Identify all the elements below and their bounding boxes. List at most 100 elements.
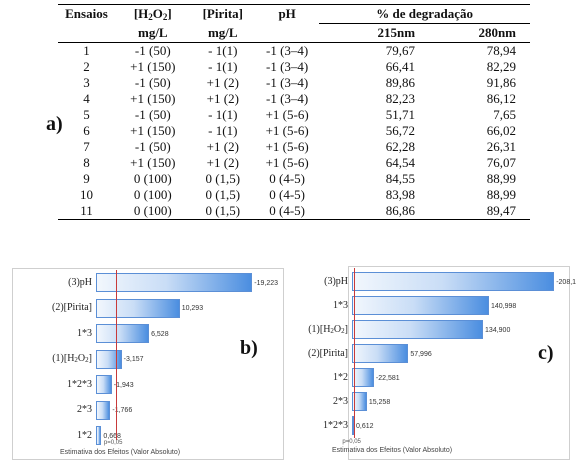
cell-280nm: 26,31 — [486, 139, 516, 154]
significance-label: p=0,05 — [103, 440, 123, 446]
cell-ensaio: 4 — [83, 91, 90, 106]
cell-ph: -1 (3–4) — [265, 91, 309, 106]
bar-category-label: (2)[Pirita] — [52, 302, 92, 313]
cell-280nm: 86,12 — [486, 91, 516, 106]
cell-h2o2: 0 (100) — [114, 203, 191, 220]
cell-pirita: - 1(1) — [208, 123, 238, 138]
bar-value-label: -208,156 — [556, 278, 576, 286]
bar-category-label: 2*3 — [77, 404, 92, 415]
table-row: 4 +1 (150) +1 (2) -1 (3–4) 82,23 86,12 — [58, 91, 530, 107]
cell-ph: +1 (5-6) — [265, 139, 309, 154]
cell-215nm: 51,71 — [385, 107, 416, 122]
table-row: 2 +1 (150) - 1(1) -1 (3–4) 66,41 82,29 — [58, 59, 530, 75]
cell-pirita: 0 (1,5) — [190, 203, 255, 220]
cell-pirita: - 1(1) — [208, 43, 238, 58]
cell-ensaio: 10 — [79, 187, 93, 202]
bar-category-label: 1*2 — [333, 371, 348, 383]
cell-ph: +1 (5-6) — [265, 155, 309, 170]
cell-215nm: 86,86 — [319, 203, 438, 220]
bar-category-label: 1*3 — [333, 299, 348, 311]
bar-value-label: 134,900 — [485, 326, 511, 334]
cell-ensaio: 9 — [83, 171, 90, 186]
bar-value-label: 0,612 — [356, 422, 374, 430]
effect-bar — [352, 320, 484, 339]
bar-value-label: 0,668 — [103, 432, 121, 440]
pareto-chart-c: c) (3)pH -208,156 1*3 140,998 (1)[H2O2] 134,9… — [292, 262, 576, 469]
cell-ph: -1 (3–4) — [265, 43, 309, 58]
cell-215nm: 62,28 — [385, 139, 416, 154]
table-row: 11 0 (100) 0 (1,5) 0 (4-5) 86,86 89,47 — [58, 203, 530, 220]
table-row: 9 0 (100) 0 (1,5) 0 (4-5) 84,55 88,99 — [58, 171, 530, 187]
bar-value-label: 10,293 — [181, 305, 204, 312]
cell-215nm: 66,41 — [385, 59, 416, 74]
significance-line — [115, 270, 117, 440]
header-unit-h2o2: mg/L — [114, 23, 191, 43]
cell-ensaio: 8 — [83, 155, 90, 170]
table-row: 3 -1 (50) +1 (2) -1 (3–4) 89,86 91,86 — [58, 75, 530, 91]
effect-bar — [352, 272, 555, 291]
table-row: 5 -1 (50) - 1(1) +1 (5-6) 51,71 7,65 — [58, 107, 530, 123]
cell-h2o2: -1 (50) — [134, 75, 171, 90]
cell-215nm: 82,23 — [385, 91, 416, 106]
cell-ensaio: 3 — [83, 75, 90, 90]
cell-ensaio: 2 — [83, 59, 90, 74]
table-row: 7 -1 (50) +1 (2) +1 (5-6) 62,28 26,31 — [58, 139, 530, 155]
cell-ensaio: 7 — [83, 139, 90, 154]
panel-b-label: b) — [240, 337, 258, 359]
cell-pirita: +1 (2) — [206, 155, 239, 170]
cell-h2o2: -1 (50) — [134, 43, 171, 58]
bar-value-label: -1,766 — [112, 407, 133, 414]
cell-ensaio: 1 — [83, 43, 90, 58]
effect-bar — [352, 392, 367, 411]
cell-pirita: +1 (2) — [206, 139, 239, 154]
bar-category-label: 2*3 — [333, 395, 348, 407]
bar-value-label: 140,998 — [490, 302, 517, 310]
effect-bar — [96, 273, 253, 292]
effect-bar — [96, 400, 111, 420]
header-degradacao: % de degradação — [319, 4, 530, 24]
effect-bar — [96, 324, 150, 343]
cell-280nm: 66,02 — [486, 123, 516, 138]
cell-pirita: +1 (2) — [206, 75, 239, 90]
cell-ensaio: 5 — [83, 107, 90, 122]
header-ph: pH — [278, 6, 296, 22]
cell-pirita: - 1(1) — [208, 59, 238, 74]
cell-h2o2: +1 (150) — [130, 91, 176, 106]
header-h2o2: [H2O2] — [133, 6, 172, 23]
header-215nm: 215nm — [319, 23, 438, 43]
bar-category-label: 1*2 — [77, 429, 92, 441]
bar-value-label: 57,996 — [410, 350, 432, 358]
bar-category-label: (3)pH — [324, 275, 348, 287]
x-axis-title: Estimativa dos Efeitos (Valor Absoluto) — [332, 447, 453, 454]
cell-215nm: 84,55 — [385, 171, 416, 186]
effect-bar — [352, 368, 374, 387]
cell-280nm: 78,94 — [486, 43, 516, 58]
bar-value-label: -3,157 — [123, 356, 144, 363]
cell-h2o2: -1 (50) — [134, 107, 171, 122]
significance-label: p=0,05 — [342, 439, 361, 445]
cell-215nm: 89,86 — [385, 75, 416, 90]
header-280nm: 280nm — [437, 23, 530, 43]
cell-280nm: 76,07 — [486, 155, 516, 170]
table-body: 1 -1 (50) - 1(1) -1 (3–4) 79,67 78,94 2 +1 (150… — [58, 43, 530, 220]
table-row: 6 +1 (150) - 1(1) +1 (5-6) 56,72 66,02 — [58, 123, 530, 139]
experiment-design-table: Ensaios [H2O2] [Pirita] pH % de degradaç… — [58, 4, 530, 220]
bar-category-label: (1)[H2O2] — [52, 353, 92, 364]
effect-bar — [352, 344, 409, 363]
effect-bar — [96, 426, 102, 445]
table-row: 1 -1 (50) - 1(1) -1 (3–4) 79,67 78,94 — [58, 43, 530, 60]
cell-pirita: +1 (2) — [206, 91, 239, 106]
effect-bar — [96, 375, 112, 394]
bar-value-label: -22,581 — [375, 374, 400, 382]
cell-h2o2: +1 (150) — [130, 59, 176, 74]
bar-value-label: 15,258 — [368, 398, 391, 406]
cell-ensaio: 6 — [83, 123, 90, 138]
effect-bar — [352, 296, 489, 315]
cell-h2o2: 0 (100) — [133, 171, 172, 186]
cell-h2o2: -1 (50) — [134, 139, 171, 154]
bar-category-label: 1*2*3 — [67, 378, 92, 390]
table-row: 10 0 (100) 0 (1,5) 0 (4-5) 83,98 88,99 — [58, 187, 530, 203]
effect-bar — [96, 298, 180, 318]
cell-215nm: 79,67 — [385, 43, 416, 58]
panel-a-label: a) — [46, 113, 63, 135]
